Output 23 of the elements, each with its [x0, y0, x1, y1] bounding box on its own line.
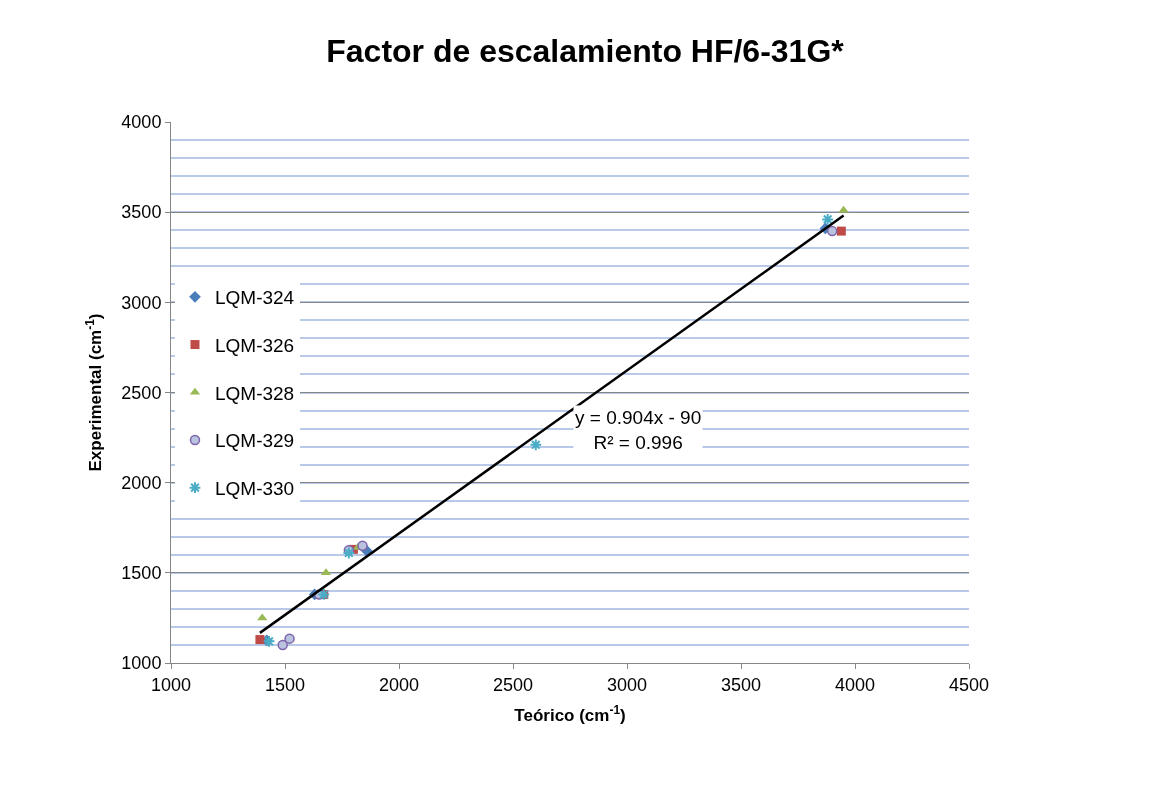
y-tick-label: 1000: [121, 653, 162, 674]
y-tick-label: 4000: [121, 112, 162, 133]
x-tick-label: 4500: [948, 674, 990, 695]
y-tick-label: 2500: [121, 382, 162, 403]
legend-label: LQM-329: [214, 430, 295, 452]
legend-label: LQM-326: [214, 334, 295, 356]
x-tick-label: 2500: [492, 674, 534, 695]
x-tick-label: 4000: [834, 674, 876, 695]
legend-label: LQM-330: [214, 478, 295, 500]
annotation: y = 0.904x - 90 R² = 0.996: [575, 407, 702, 453]
x-axis-title: Teórico (cm$^{-1}$): [514, 702, 626, 725]
y-tick-label: 3000: [121, 292, 162, 313]
x-tick-label: 2000: [378, 674, 420, 695]
legend-label: LQM-324: [214, 287, 295, 309]
legend-label: LQM-328: [214, 382, 295, 404]
x-tick-label: 3000: [606, 674, 648, 695]
x-tick-label: 3500: [720, 674, 762, 695]
y-tick-label: 3500: [121, 202, 162, 223]
chart-title: Factor de escalamiento HF/6-31G*: [326, 33, 845, 70]
y-tick-label: 2000: [121, 472, 162, 493]
x-tick-label: 1500: [264, 674, 306, 695]
y-tick-label: 1500: [121, 563, 162, 584]
x-tick-label: 1000: [150, 674, 192, 695]
